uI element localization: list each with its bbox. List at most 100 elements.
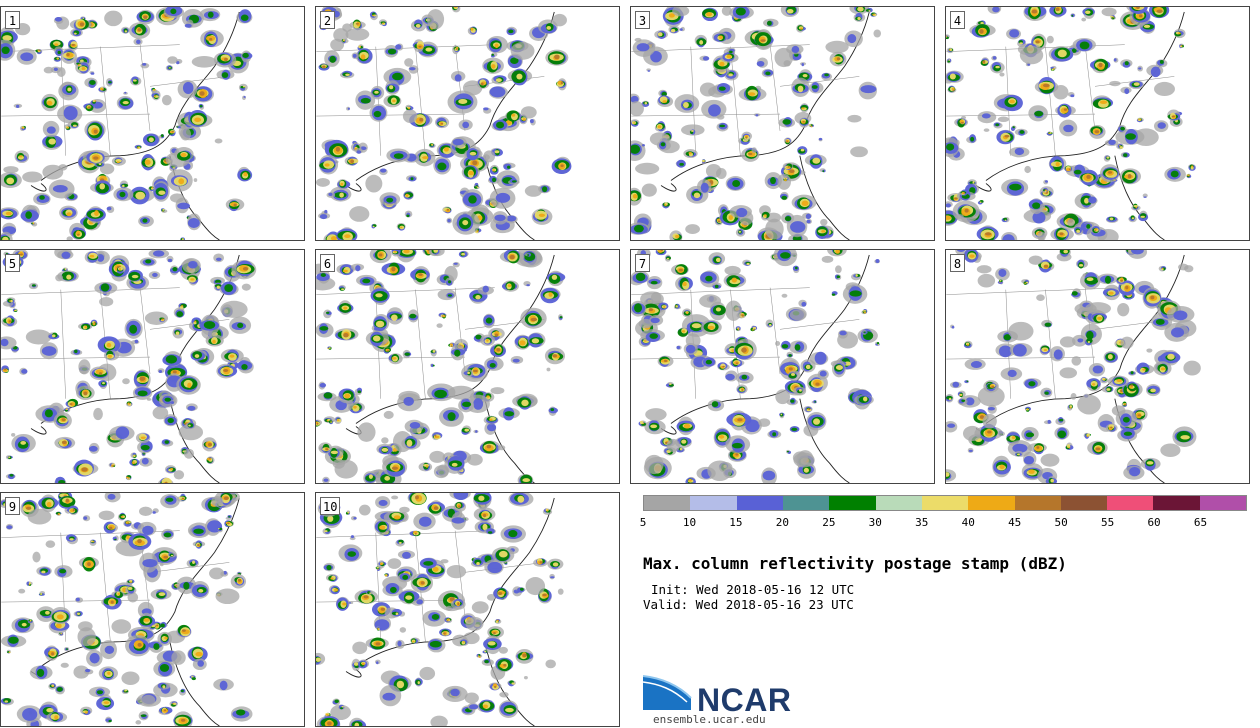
storm-cell xyxy=(365,331,390,347)
storm-cell xyxy=(316,419,323,427)
storm-cell xyxy=(548,406,558,416)
storm-cell xyxy=(834,274,842,281)
colorbar-swatch xyxy=(921,496,969,510)
storm-cell xyxy=(465,616,484,631)
storm-cell xyxy=(640,329,665,342)
radar-map xyxy=(1,250,257,483)
storm-cell xyxy=(199,8,221,22)
storm-cell xyxy=(473,182,479,187)
storm-cell xyxy=(178,302,187,311)
storm-cell xyxy=(491,119,509,132)
storm-cell xyxy=(1109,80,1121,87)
colorbar-swatch xyxy=(875,496,922,510)
storm-cell xyxy=(447,385,475,400)
storm-cell xyxy=(383,94,402,108)
storm-cell xyxy=(1050,65,1057,71)
storm-cell xyxy=(1126,7,1149,15)
storm-cell xyxy=(1102,284,1121,301)
storm-cell xyxy=(1036,294,1045,302)
ncar-logo-icon xyxy=(643,675,692,710)
storm-cell xyxy=(525,577,546,596)
storm-cell xyxy=(631,187,642,206)
storm-cell xyxy=(125,634,151,657)
storm-cell xyxy=(1085,302,1111,315)
storm-cell xyxy=(490,52,498,58)
storm-cell xyxy=(679,26,685,32)
storm-cell xyxy=(792,265,800,274)
colorbar-tick-label: 40 xyxy=(961,516,975,529)
storm-cell xyxy=(760,211,770,221)
storm-cell xyxy=(166,169,193,192)
storm-cell xyxy=(786,449,792,454)
ensemble-member-panel: 3 xyxy=(630,6,935,241)
storm-cell xyxy=(1160,443,1181,458)
storm-cell xyxy=(1041,319,1053,328)
storm-cell xyxy=(220,348,244,363)
storm-cell xyxy=(163,414,178,427)
storm-cell xyxy=(1116,276,1127,286)
storm-cell xyxy=(318,154,339,175)
storm-cell xyxy=(716,167,727,179)
storm-cell xyxy=(1188,164,1196,171)
storm-cell xyxy=(1153,120,1169,133)
storm-cell xyxy=(183,448,195,459)
colorbar-swatch xyxy=(1060,496,1108,510)
storm-cell xyxy=(355,48,373,64)
storm-cell xyxy=(54,476,67,483)
storm-cell xyxy=(821,255,834,263)
storm-cell xyxy=(89,366,110,380)
storm-cell xyxy=(167,128,176,137)
storm-cell xyxy=(977,111,997,124)
storm-cell xyxy=(410,19,427,32)
storm-cell xyxy=(11,433,36,453)
storm-cell xyxy=(94,281,118,295)
storm-cell xyxy=(60,662,69,668)
storm-cell xyxy=(406,175,418,182)
storm-cell xyxy=(179,688,186,696)
storm-cell xyxy=(721,7,732,16)
storm-cell xyxy=(675,276,693,292)
storm-cell xyxy=(946,70,964,83)
storm-cell xyxy=(386,148,410,163)
storm-cell xyxy=(458,250,469,258)
storm-cell xyxy=(182,258,201,274)
storm-cell xyxy=(962,250,982,263)
storm-cell xyxy=(365,174,383,193)
storm-cell xyxy=(1119,168,1142,185)
storm-cell xyxy=(1001,178,1029,197)
storm-cell xyxy=(467,702,479,711)
storm-cell xyxy=(835,265,842,274)
storm-cell xyxy=(371,223,377,229)
storm-cell xyxy=(125,475,132,481)
storm-cell xyxy=(1101,385,1114,393)
storm-cell xyxy=(1134,362,1155,375)
storm-cell xyxy=(434,116,450,129)
storm-cell xyxy=(48,179,75,199)
storm-cell xyxy=(1113,57,1119,63)
storm-cell xyxy=(689,129,696,135)
storm-cell xyxy=(170,193,185,203)
storm-cell xyxy=(1001,217,1010,223)
storm-cell xyxy=(473,333,485,343)
radar-map xyxy=(316,493,564,726)
storm-cell xyxy=(797,146,808,155)
storm-cell xyxy=(27,508,52,525)
storm-cell xyxy=(175,125,182,129)
storm-cell xyxy=(510,355,524,364)
storm-cell xyxy=(1040,453,1060,467)
storm-cell xyxy=(966,134,977,144)
storm-cell xyxy=(645,408,667,421)
storm-cell xyxy=(516,587,526,593)
storm-cell xyxy=(13,103,23,109)
storm-cell xyxy=(78,556,99,572)
storm-cell xyxy=(482,57,504,74)
storm-cell xyxy=(138,711,149,721)
storm-cell xyxy=(765,319,774,328)
storm-cell xyxy=(332,698,341,706)
storm-cell xyxy=(236,9,253,24)
storm-cell xyxy=(178,424,204,441)
storm-cell xyxy=(638,318,653,329)
storm-cell xyxy=(389,608,403,618)
storm-cell xyxy=(494,619,502,624)
storm-cell xyxy=(225,198,245,212)
